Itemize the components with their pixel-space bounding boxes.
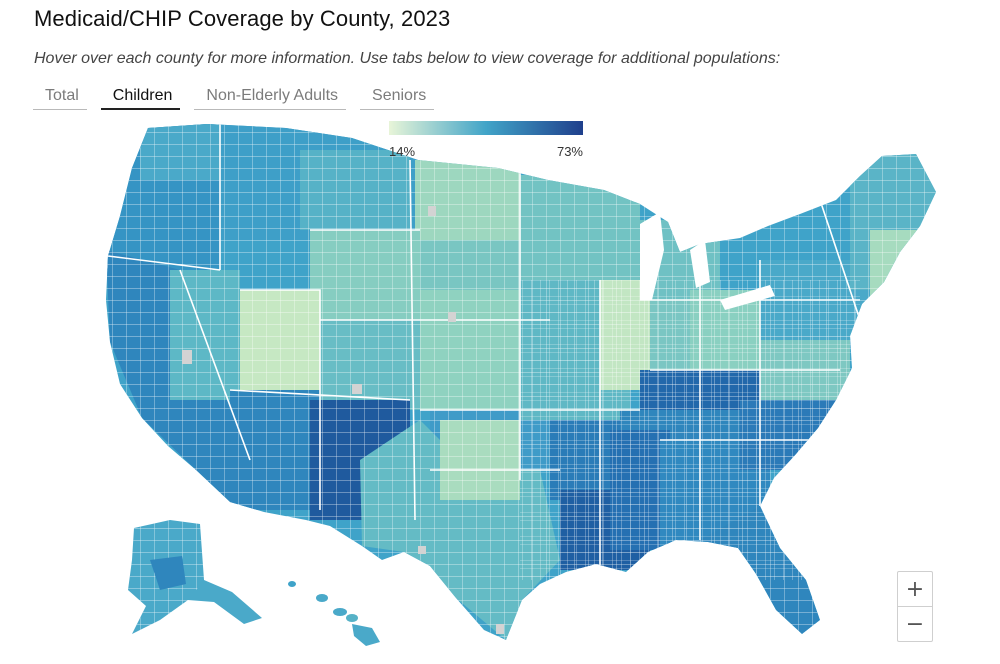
contiguous-us [106,124,936,640]
zoom-out-button[interactable]: − [898,606,932,641]
population-tabs: Total Children Non-Elderly Adults Senior… [33,84,448,110]
page-subtitle: Hover over each county for more informat… [34,50,781,67]
tab-total[interactable]: Total [33,84,87,110]
color-legend: 14% 73% [389,121,583,159]
legend-max-label: 73% [556,144,583,159]
zoom-in-button[interactable]: + [905,576,925,602]
alaska [128,520,262,634]
legend-gradient-bar [389,121,583,135]
tab-non-elderly-adults[interactable]: Non-Elderly Adults [194,84,347,110]
tab-children[interactable]: Children [100,84,181,110]
legend-min-label: 14% [389,144,416,159]
hawaii [288,581,380,646]
page-title: Medicaid/CHIP Coverage by County, 2023 [34,6,451,31]
tab-seniors[interactable]: Seniors [360,84,435,110]
zoom-control: + − [897,571,933,642]
